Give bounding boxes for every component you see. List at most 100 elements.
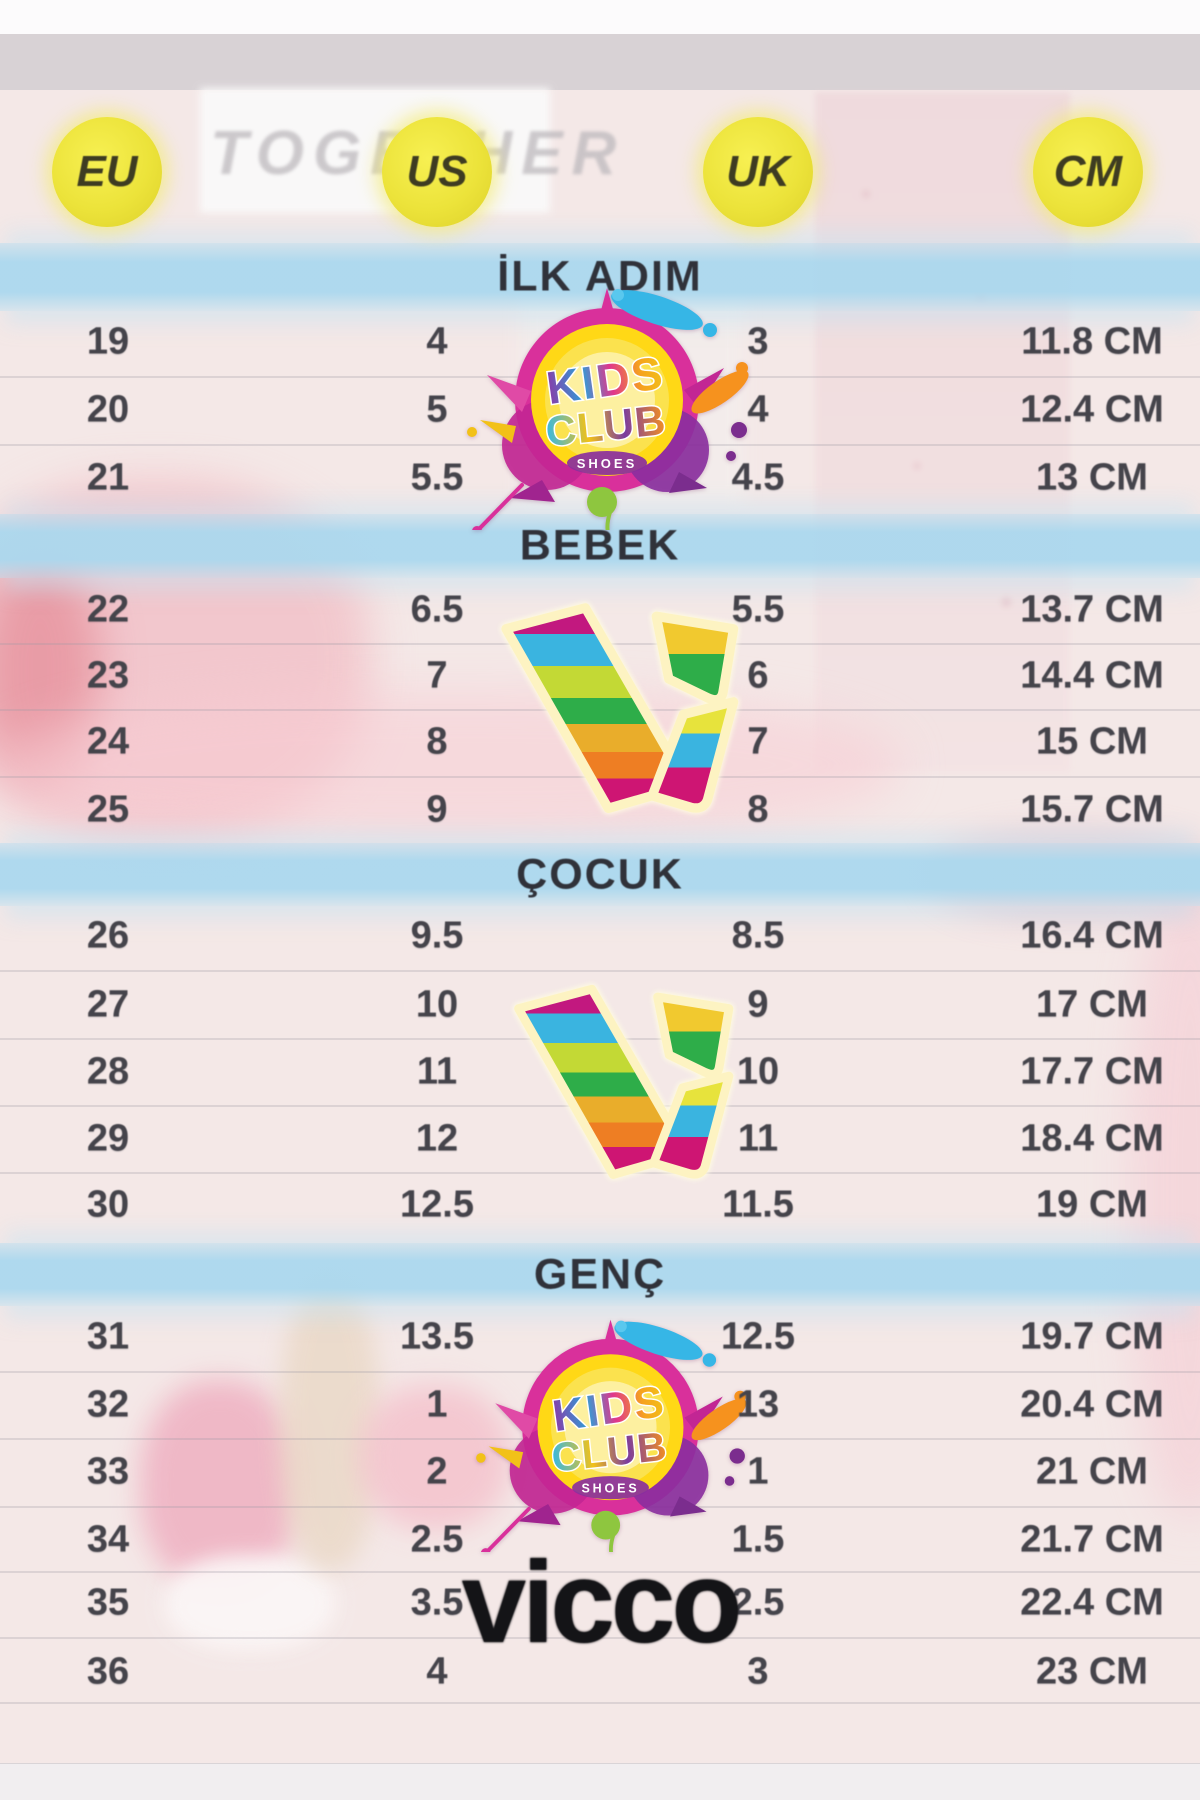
vicco-v-logo <box>514 984 734 1179</box>
section-title: BEBEK <box>519 521 681 570</box>
cell-uk: 4.5 <box>731 456 785 499</box>
cell-eu: 35 <box>86 1581 130 1624</box>
cell-eu: 24 <box>86 720 130 763</box>
cell-eu: 21 <box>86 456 130 499</box>
bg-glitter-texture <box>815 92 1070 772</box>
bg-top-band <box>0 0 1200 34</box>
green-dot <box>587 487 617 517</box>
cell-uk: 4 <box>747 388 769 431</box>
bg-bottom-band <box>0 1763 1200 1800</box>
cell-cm: 14.4 CM <box>1020 654 1164 697</box>
column-label-cm: CM <box>1053 147 1123 196</box>
rule-line <box>0 1637 1200 1639</box>
kids-club-text-shoes: SHOES <box>577 456 638 471</box>
cell-eu: 31 <box>86 1315 130 1358</box>
bg-tan-strip <box>280 1280 380 1570</box>
cell-us: 12.5 <box>400 1183 474 1226</box>
cell-uk: 12.5 <box>721 1315 795 1358</box>
cell-eu: 34 <box>86 1518 130 1561</box>
cell-us: 8 <box>426 720 448 763</box>
cell-cm: 19.7 CM <box>1020 1315 1164 1358</box>
vicco-v-logo <box>501 603 739 813</box>
cell-cm: 21.7 CM <box>1020 1518 1164 1561</box>
cell-eu: 30 <box>86 1183 130 1226</box>
cell-eu: 29 <box>86 1117 130 1160</box>
cell-uk: 3 <box>747 1650 769 1693</box>
cell-eu: 26 <box>86 914 130 957</box>
section-stripe: ÇOCUK <box>0 843 1200 906</box>
cell-uk: 3 <box>747 320 769 363</box>
cell-eu: 32 <box>86 1383 130 1426</box>
cell-eu: 20 <box>86 388 130 431</box>
cell-uk: 9 <box>747 983 769 1026</box>
bg-white-blob <box>165 1555 335 1650</box>
section-title: İLK ADIM <box>497 252 703 301</box>
column-label-uk: UK <box>726 147 790 196</box>
cell-cm: 15.7 CM <box>1020 788 1164 831</box>
cell-cm: 13 CM <box>1036 456 1148 499</box>
cell-uk: 10 <box>736 1050 780 1093</box>
cell-us: 2.5 <box>410 1518 464 1561</box>
cell-cm: 15 CM <box>1036 720 1148 763</box>
cell-eu: 36 <box>86 1650 130 1693</box>
cell-eu: 25 <box>86 788 130 831</box>
column-badge-cm: CM <box>1033 117 1143 227</box>
cell-uk: 11.5 <box>722 1183 794 1226</box>
bg-pink-swath <box>0 690 900 840</box>
cell-cm: 13.7 CM <box>1020 588 1164 631</box>
rule-line <box>0 1172 1200 1174</box>
cell-uk: 13 <box>736 1383 780 1426</box>
cell-uk: 1.5 <box>731 1518 785 1561</box>
kids-club-logo: KIDS CLUB SHOES <box>467 288 749 530</box>
cell-us: 10 <box>415 983 459 1026</box>
section-stripe: BEBEK <box>0 514 1200 578</box>
cell-uk: 6 <box>747 654 769 697</box>
cell-uk: 2.5 <box>731 1581 785 1624</box>
cell-us: 9 <box>426 788 448 831</box>
column-label-eu: EU <box>76 147 138 196</box>
cell-us: 4 <box>426 1650 448 1693</box>
cell-cm: 18.4 CM <box>1020 1117 1164 1160</box>
cell-cm: 22.4 CM <box>1020 1581 1164 1624</box>
cell-us: 5.5 <box>410 456 464 499</box>
cell-eu: 23 <box>86 654 130 697</box>
cell-eu: 27 <box>86 983 130 1026</box>
cell-cm: 23 CM <box>1036 1650 1148 1693</box>
kids-club-text-club: CLUB <box>549 1423 669 1481</box>
cell-uk: 11 <box>737 1117 779 1160</box>
cell-cm: 17.7 CM <box>1020 1050 1164 1093</box>
bg-white-card <box>200 88 550 213</box>
cell-us: 11 <box>416 1050 458 1093</box>
cell-uk: 1 <box>747 1450 769 1493</box>
cell-cm: 19 CM <box>1036 1183 1148 1226</box>
kids-club-text-shoes: SHOES <box>581 1481 639 1495</box>
column-badge-uk: UK <box>703 117 813 227</box>
cell-uk: 8 <box>747 788 769 831</box>
rule-line <box>0 1702 1200 1704</box>
cell-cm: 11.8 CM <box>1021 320 1163 363</box>
cell-us: 4 <box>426 320 448 363</box>
cell-uk: 5.5 <box>731 588 785 631</box>
cell-us: 13.5 <box>400 1315 474 1358</box>
section-stripe: GENÇ <box>0 1243 1200 1306</box>
cell-uk: 8.5 <box>731 914 785 957</box>
cell-us: 9.5 <box>410 914 464 957</box>
vicco-wordmark: vicco <box>461 1537 743 1667</box>
section-title: GENÇ <box>533 1250 667 1298</box>
cell-us: 1 <box>426 1383 448 1426</box>
cell-us: 2 <box>426 1450 448 1493</box>
cell-cm: 16.4 CM <box>1020 914 1164 957</box>
cell-us: 7 <box>426 654 448 697</box>
column-badge-eu: EU <box>52 117 162 227</box>
cell-uk: 7 <box>747 720 769 763</box>
bg-right-edge <box>1130 880 1200 1520</box>
rule-line <box>0 970 1200 972</box>
cell-eu: 33 <box>86 1450 130 1493</box>
cell-eu: 28 <box>86 1050 130 1093</box>
cell-cm: 21 CM <box>1036 1450 1148 1493</box>
bg-grey-band <box>0 34 1200 90</box>
cell-us: 6.5 <box>410 588 464 631</box>
cell-cm: 17 CM <box>1036 983 1148 1026</box>
rule-line <box>0 1571 1200 1573</box>
